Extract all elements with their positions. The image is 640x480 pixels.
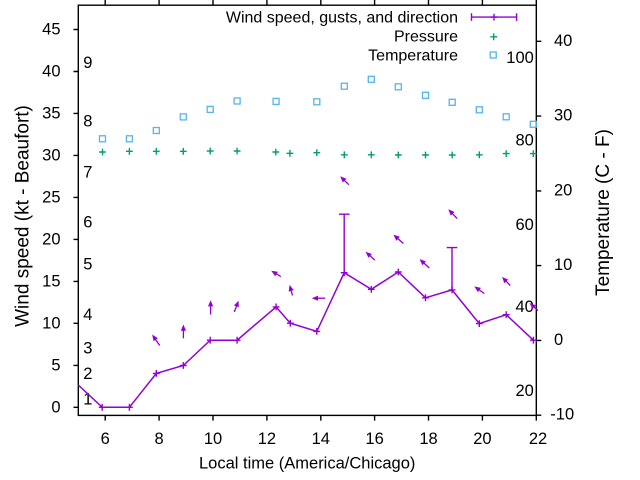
svg-text:22: 22 (529, 430, 547, 448)
svg-text:Local time (America/Chicago): Local time (America/Chicago) (199, 454, 415, 472)
svg-text:10: 10 (204, 430, 222, 448)
svg-text:10: 10 (42, 314, 60, 332)
svg-text:7: 7 (83, 163, 92, 181)
svg-text:20: 20 (473, 430, 491, 448)
svg-text:10: 10 (554, 256, 572, 274)
svg-text:1: 1 (83, 390, 92, 408)
svg-text:20: 20 (515, 382, 533, 400)
svg-text:12: 12 (258, 430, 276, 448)
svg-text:0: 0 (554, 331, 563, 349)
svg-text:40: 40 (554, 32, 572, 50)
svg-text:40: 40 (515, 298, 533, 316)
svg-text:45: 45 (42, 21, 60, 39)
svg-text:60: 60 (515, 216, 533, 234)
svg-text:-10: -10 (550, 406, 574, 424)
svg-text:6: 6 (83, 214, 92, 232)
svg-text:4: 4 (83, 306, 92, 324)
svg-text:100: 100 (506, 49, 534, 67)
svg-text:Wind speed, gusts, and directi: Wind speed, gusts, and direction (226, 10, 458, 27)
svg-text:Pressure: Pressure (394, 29, 458, 46)
svg-text:16: 16 (365, 430, 383, 448)
svg-text:25: 25 (42, 188, 60, 206)
svg-text:30: 30 (554, 107, 572, 125)
svg-text:40: 40 (42, 63, 60, 81)
svg-text:8: 8 (155, 430, 164, 448)
svg-text:18: 18 (419, 430, 437, 448)
svg-text:Temperature: Temperature (368, 48, 458, 65)
svg-text:Wind speed (kt - Beaufort): Wind speed (kt - Beaufort) (12, 105, 33, 327)
svg-text:5: 5 (51, 356, 60, 374)
svg-text:5: 5 (83, 256, 92, 274)
svg-text:0: 0 (51, 398, 60, 416)
svg-text:35: 35 (42, 104, 60, 122)
svg-text:20: 20 (554, 181, 572, 199)
svg-text:9: 9 (83, 54, 92, 72)
svg-text:3: 3 (83, 340, 92, 358)
svg-text:14: 14 (312, 430, 330, 448)
svg-text:30: 30 (42, 146, 60, 164)
svg-text:Temperature (C - F): Temperature (C - F) (593, 129, 614, 296)
svg-text:2: 2 (83, 365, 92, 383)
svg-text:8: 8 (83, 113, 92, 131)
svg-text:20: 20 (42, 230, 60, 248)
svg-text:80: 80 (515, 132, 533, 150)
svg-text:6: 6 (101, 430, 110, 448)
svg-text:15: 15 (42, 272, 60, 290)
